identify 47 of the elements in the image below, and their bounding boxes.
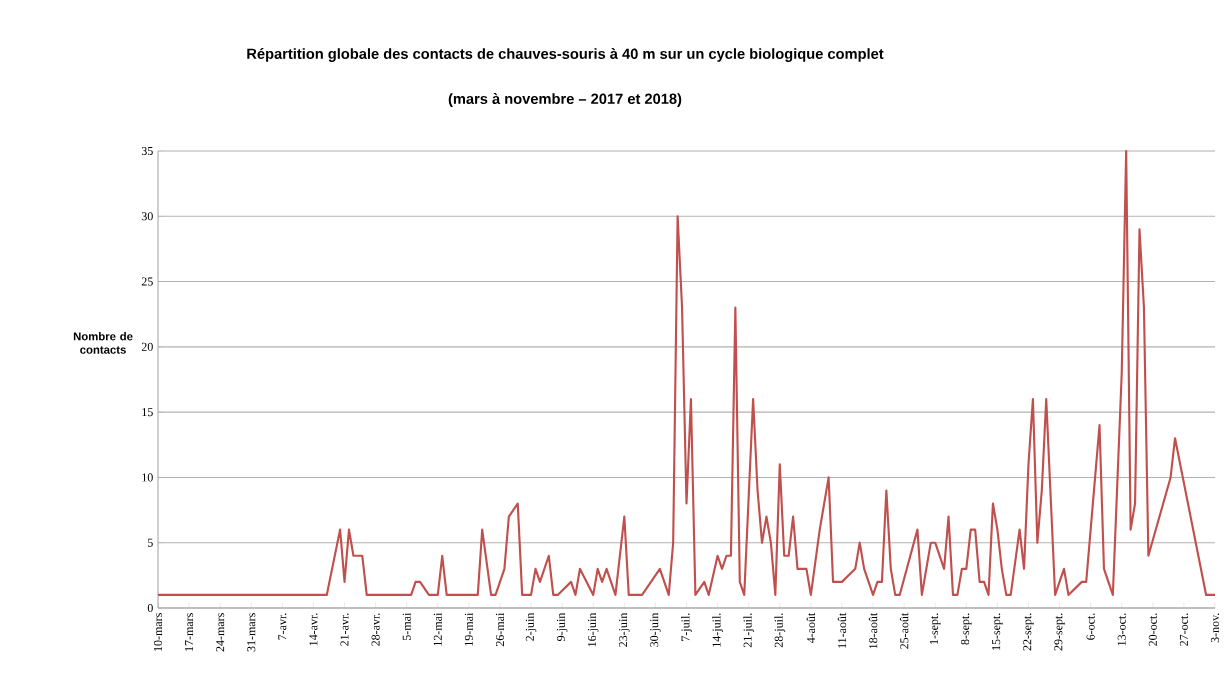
y-tick-label: 30 [141, 212, 153, 221]
chart-subtitle: (mars à novembre – 2017 et 2018) [448, 93, 682, 107]
x-tick-label: 10-mars [153, 613, 163, 651]
y-axis-title: Nombre de contacts [73, 332, 133, 354]
x-tick-label: 16-juin [587, 612, 599, 647]
y-tick-label: 0 [147, 603, 153, 613]
x-tick-label: 20-oct. [1148, 613, 1157, 646]
x-tick-label: 30-juin [650, 612, 661, 647]
x-tick-label: 26-mai [495, 612, 505, 647]
x-tick-label: 21-avr. [340, 613, 349, 646]
x-tick-label: 29-sept. [1054, 613, 1065, 651]
x-tick-label: 14-avr. [309, 613, 318, 646]
x-tick-label: 4-août [806, 612, 816, 644]
x-tick-label: 7-juil. [681, 613, 692, 641]
y-tick-label: 35 [141, 146, 153, 156]
x-tick-label: 24-mars [216, 613, 225, 652]
x-tick-label: 14-juil. [712, 613, 724, 647]
x-tick-label: 11-août [837, 612, 847, 648]
y-tick-label: 10 [142, 473, 153, 482]
x-tick-label: 8-sept. [961, 613, 972, 645]
x-tick-label: 13-oct. [1117, 613, 1126, 646]
y-tick-label: 15 [142, 408, 153, 417]
x-tick-label: 18-août [868, 612, 878, 649]
x-tick-label: 9-juin [556, 612, 568, 641]
x-tick-label: 6-oct. [1086, 613, 1095, 640]
line-series [156, 149, 1217, 596]
x-tick-label: 1-sept. [929, 613, 941, 644]
x-tick-label: 25-août [899, 612, 909, 649]
x-tick-label: 3-nov. [1210, 613, 1220, 643]
x-tick-label: 31-mars [247, 613, 256, 652]
x-tick-label: 28-juil. [774, 613, 786, 648]
y-tick-label: 20 [141, 342, 153, 351]
y-tick-label: 25 [141, 277, 153, 286]
x-tick-label: 19-mai [464, 612, 473, 646]
x-tick-label: 2-juin [525, 612, 537, 641]
chart-title: Répartition globale des contacts de chauves-souris à 40 m sur un cycle biologique complet [247, 48, 884, 62]
x-tick-label: 27-oct. [1179, 613, 1188, 646]
x-tick-label: 5-mai [402, 612, 411, 640]
x-tick-label: 17-mars [185, 613, 194, 651]
x-tick-label: 22-sept. [1023, 613, 1034, 651]
x-tick-label: 28-avr. [371, 613, 380, 646]
x-tick-label: 21-juil. [743, 613, 755, 648]
y-tick-label: 5 [147, 538, 153, 547]
x-tick-label: 23-juin [619, 612, 630, 647]
x-tick-label: 15-sept. [992, 613, 1003, 650]
x-tick-label: 7-avr. [278, 613, 287, 640]
x-tick-label: 12-mai [433, 612, 442, 646]
